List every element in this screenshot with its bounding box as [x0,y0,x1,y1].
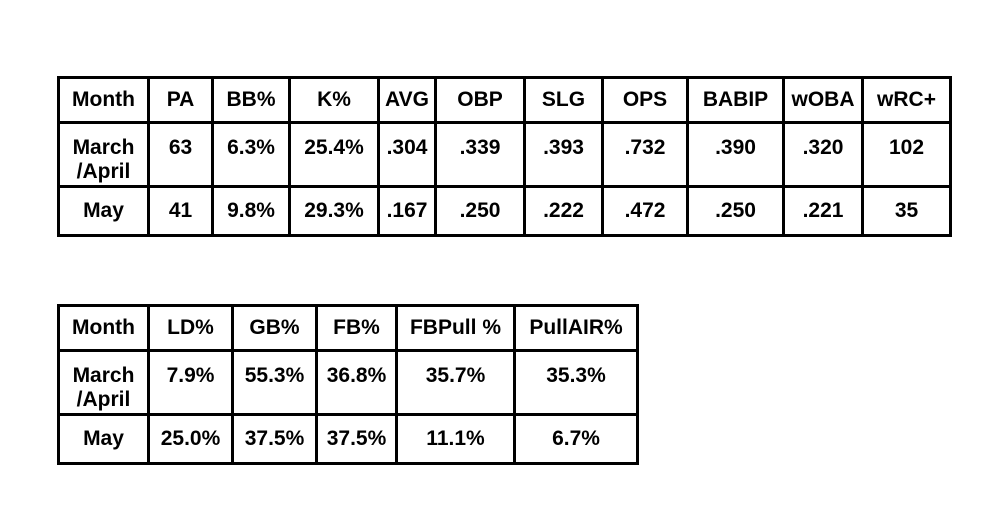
table-cell: 36.8% [315,349,398,416]
table-cell: 63 [147,121,214,188]
table-cell: 9.8% [211,185,291,237]
header-avg: AVG [377,76,437,124]
table-header-row: Month LD% GB% FB% FBPull % PullAIR% [57,304,639,352]
table-cell: 35.7% [395,349,516,416]
table-cell: .250 [434,185,526,237]
table-cell: 25.0% [147,413,234,465]
month-cell: March /April [57,349,150,416]
header-month: Month [57,76,150,124]
header-wrc-plus: wRC+ [861,76,952,124]
table-cell: .221 [782,185,864,237]
header-fb-pct: FB% [315,304,398,352]
table-cell: 35.3% [513,349,639,416]
header-babip: BABIP [686,76,785,124]
table-row: May 25.0% 37.5% 37.5% 11.1% 6.7% [57,413,639,465]
table-row: March /April 7.9% 55.3% 36.8% 35.7% 35.3… [57,349,639,416]
batted-ball-table: Month LD% GB% FB% FBPull % PullAIR% Marc… [57,304,639,465]
header-k-pct: K% [288,76,380,124]
header-ops: OPS [601,76,689,124]
header-month: Month [57,304,150,352]
table-cell: .250 [686,185,785,237]
table-cell: .320 [782,121,864,188]
table-cell: 55.3% [231,349,318,416]
table-cell: 37.5% [315,413,398,465]
table-cell: 6.3% [211,121,291,188]
table-cell: 37.5% [231,413,318,465]
table-header-row: Month PA BB% K% AVG OBP SLG OPS BABIP wO… [57,76,952,124]
table-row: May 41 9.8% 29.3% .167 .250 .222 .472 .2… [57,185,952,237]
header-obp: OBP [434,76,526,124]
table-cell: .304 [377,121,437,188]
table-cell: 6.7% [513,413,639,465]
table-cell: .732 [601,121,689,188]
header-ld-pct: LD% [147,304,234,352]
table-cell: 7.9% [147,349,234,416]
table-cell: 35 [861,185,952,237]
month-cell: May [57,413,150,465]
table-cell: .222 [523,185,604,237]
table-cell: .167 [377,185,437,237]
table-cell: 25.4% [288,121,380,188]
header-fbpull-pct: FBPull % [395,304,516,352]
table-cell: 11.1% [395,413,516,465]
month-cell: March /April [57,121,150,188]
table-cell: .472 [601,185,689,237]
header-bb-pct: BB% [211,76,291,124]
table-row: March /April 63 6.3% 25.4% .304 .339 .39… [57,121,952,188]
header-slg: SLG [523,76,604,124]
header-woba: wOBA [782,76,864,124]
table-cell: 29.3% [288,185,380,237]
month-cell: May [57,185,150,237]
table-cell: .339 [434,121,526,188]
table-cell: 41 [147,185,214,237]
batting-stats-table: Month PA BB% K% AVG OBP SLG OPS BABIP wO… [57,76,952,237]
table-cell: .390 [686,121,785,188]
header-pullair-pct: PullAIR% [513,304,639,352]
table-cell: .393 [523,121,604,188]
header-pa: PA [147,76,214,124]
header-gb-pct: GB% [231,304,318,352]
table-cell: 102 [861,121,952,188]
